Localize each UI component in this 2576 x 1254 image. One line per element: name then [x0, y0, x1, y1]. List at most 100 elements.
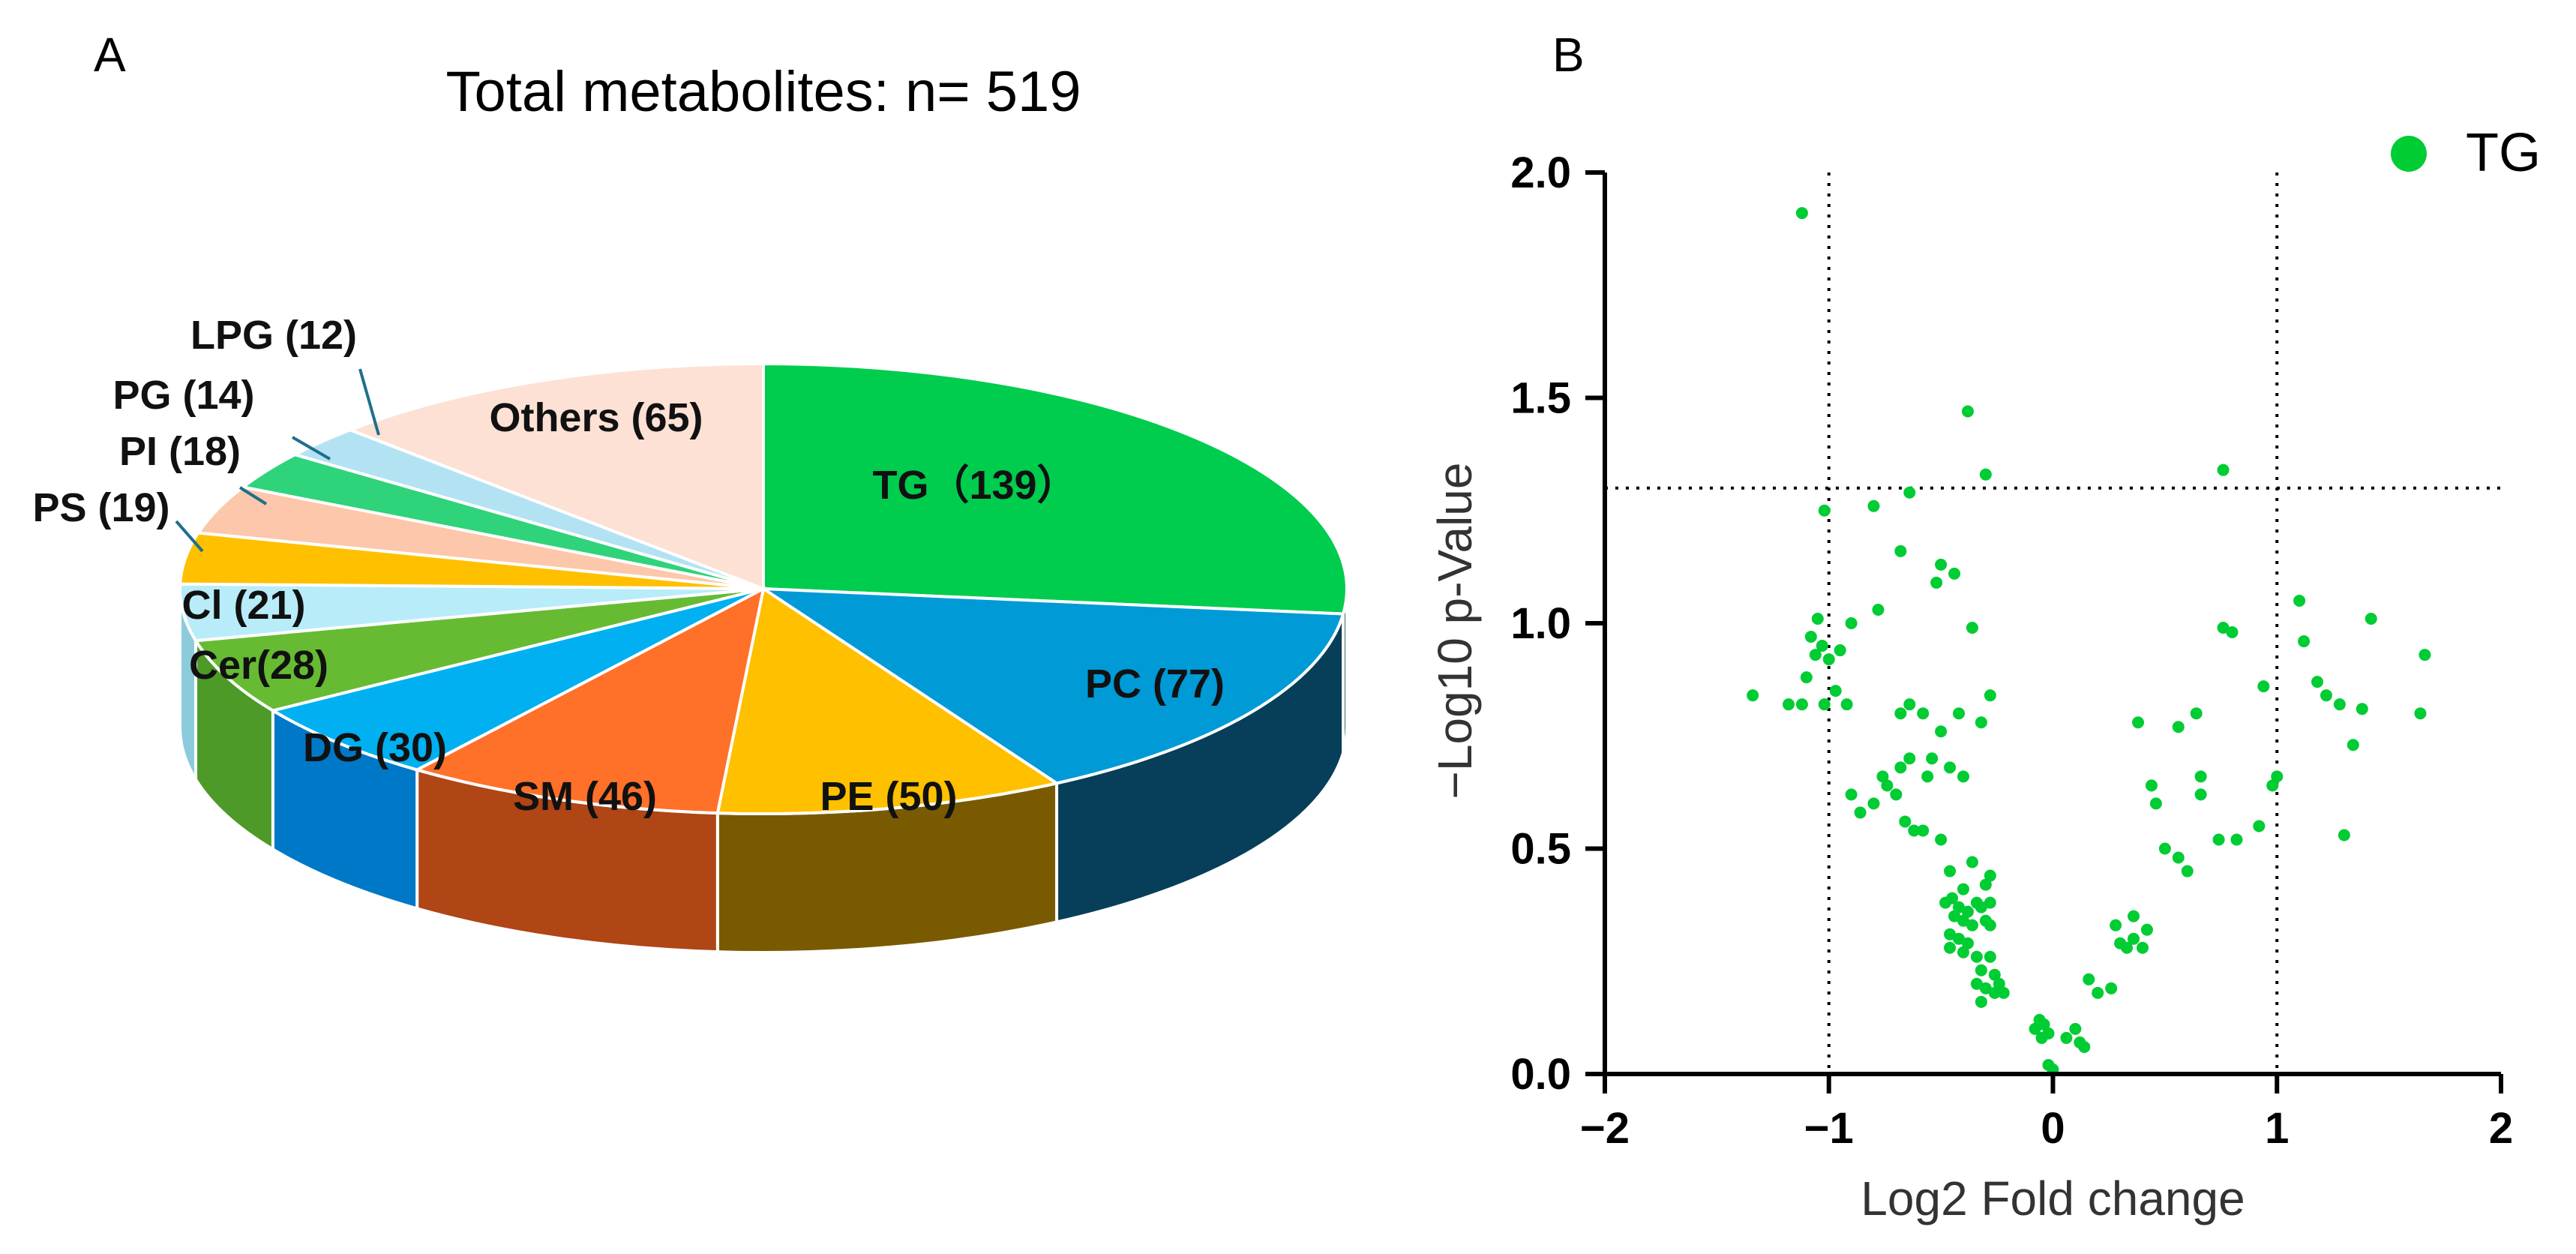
- pie-label-pe-50: PE (50): [820, 774, 957, 819]
- scatter-point-89: [2069, 1022, 2082, 1035]
- scatter-point-124: [2320, 689, 2332, 702]
- scatter-point-128: [2356, 703, 2368, 716]
- scatter-point-44: [1854, 806, 1867, 819]
- scatter-point-37: [1876, 770, 1889, 783]
- scatter-point-126: [2338, 829, 2350, 842]
- scatter-point-40: [1881, 779, 1894, 792]
- scatter-point-109: [2194, 788, 2207, 801]
- x-tick-label-3: 1: [2265, 1104, 2289, 1153]
- pie-slice-pe-50: [715, 586, 1061, 815]
- scatter-point-70: [1944, 941, 1957, 954]
- scatter-point-129: [2365, 612, 2377, 625]
- scatter-point-14: [1966, 622, 1978, 634]
- pie-label-tg-139: TG（139）: [872, 463, 1077, 508]
- scatter-point-39: [1890, 788, 1903, 801]
- scatter-point-97: [2110, 919, 2122, 932]
- y-axis-label: −Log10 p-Value: [1428, 463, 1482, 800]
- scatter-point-52: [1979, 878, 1992, 891]
- scatter-point-81: [1975, 995, 1987, 1008]
- scatter-point-51: [1966, 856, 1978, 868]
- scatter-point-112: [2181, 865, 2194, 878]
- scatter-point-120: [2271, 770, 2284, 783]
- scatter-point-53: [1984, 869, 1996, 882]
- pie-label-pg-14: PG (14): [112, 373, 254, 418]
- scatter-point-86: [2035, 1031, 2048, 1044]
- scatter-point-31: [1917, 707, 1930, 720]
- scatter-point-38: [1845, 788, 1858, 801]
- scatter-point-20: [1800, 671, 1813, 684]
- scatter-point-8: [1935, 558, 1948, 571]
- pie-labels: TG（139） PC (77) PE (50) SM (46) DG (30) Cer(2…: [32, 313, 1225, 819]
- scatter-point-7: [1894, 544, 1907, 557]
- scatter-point-23: [1818, 698, 1831, 711]
- scatter-point-94: [2092, 986, 2104, 999]
- y-tick-label-3: 1.5: [1510, 374, 1571, 423]
- scatter-point-0: [1795, 207, 1808, 220]
- scatter-point-74: [1975, 964, 1987, 976]
- scatter-point-84: [2029, 1022, 2041, 1035]
- y-tick-label-4: 2.0: [1510, 148, 1571, 197]
- pie-top-faces: [178, 362, 1348, 815]
- scatter-point-25: [1782, 698, 1795, 711]
- legend: TG: [2391, 123, 2541, 183]
- scatter-point-18: [1809, 649, 1822, 662]
- scatter-point-27: [1984, 689, 1996, 702]
- scatter-point-115: [2226, 626, 2239, 639]
- scatter-point-66: [1984, 919, 1996, 932]
- scatter-point-30: [1894, 707, 1907, 720]
- pie-label-pc-77: PC (77): [1085, 662, 1225, 706]
- scatter-point-92: [2078, 1040, 2091, 1053]
- scatter-point-125: [2333, 698, 2346, 711]
- scatter-axes: [1603, 172, 2501, 1076]
- scatter-point-103: [2132, 716, 2145, 729]
- scatter-point-61: [1984, 896, 1996, 909]
- scatter-point-6: [1818, 504, 1831, 517]
- scatter-point-122: [2298, 635, 2311, 648]
- scatter-point-93: [2083, 973, 2095, 986]
- leader-line-pg-14: [291, 436, 331, 460]
- scatter-point-29: [1903, 698, 1916, 711]
- scatter-point-32: [1953, 707, 1966, 720]
- pie-label-ps-19: PS (19): [32, 485, 169, 530]
- scatter-point-121: [2293, 594, 2306, 607]
- scatter-point-99: [2128, 932, 2140, 945]
- pie-label-cl-21: Cl (21): [181, 583, 305, 628]
- scatter-point-79: [1988, 986, 2001, 999]
- scatter-point-1: [1961, 405, 1974, 418]
- scatter-point-62: [1948, 910, 1961, 922]
- pie-side-walls: [178, 588, 1348, 954]
- scatter-point-116: [2230, 833, 2243, 846]
- scatter-point-78: [1993, 977, 2005, 990]
- scatter-point-24: [1795, 698, 1808, 711]
- pie-slice-others-65: [346, 362, 765, 591]
- x-axis-label: Log2 Fold change: [1861, 1172, 2245, 1226]
- scatter-point-110: [2172, 851, 2185, 864]
- scatter-point-45: [1867, 797, 1880, 810]
- scatter-point-75: [1988, 968, 2001, 981]
- panel-b-letter: B: [1552, 28, 1585, 82]
- leader-line-ps-19: [175, 520, 204, 553]
- scatter-point-131: [2414, 707, 2427, 720]
- scatter-point-80: [1997, 986, 2010, 999]
- pie-label-others-65: Others (65): [489, 395, 703, 440]
- scatter-point-42: [1944, 761, 1957, 774]
- scatter-point-71: [1957, 946, 1969, 958]
- scatter-point-101: [2140, 923, 2153, 936]
- scatter-point-111: [2158, 842, 2171, 855]
- pie-title: Total metabolites: n= 519: [445, 60, 1081, 124]
- scatter-point-26: [1747, 689, 1759, 702]
- scatter-point-130: [2419, 649, 2431, 662]
- y-tick-label-2: 1.0: [1510, 599, 1571, 648]
- pie-slice-dg-30: [268, 587, 764, 772]
- pie-slice-sm-46: [412, 586, 766, 815]
- scatter-point-21: [1829, 685, 1842, 698]
- scatter-point-105: [2149, 797, 2162, 810]
- y-tick-label-0: 0.0: [1510, 1050, 1571, 1099]
- scatter-point-113: [2212, 833, 2225, 846]
- panel-a-letter: A: [94, 28, 126, 82]
- x-tick-label-4: 2: [2489, 1104, 2513, 1153]
- scatter-point-102: [2121, 941, 2134, 954]
- scatter-point-10: [1930, 576, 1943, 589]
- scatter-point-15: [1804, 631, 1817, 644]
- scatter-point-90: [2060, 1031, 2073, 1044]
